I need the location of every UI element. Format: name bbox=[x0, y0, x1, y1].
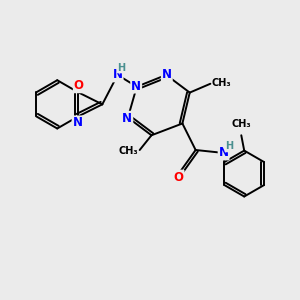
Text: CH₃: CH₃ bbox=[118, 146, 138, 157]
Text: O: O bbox=[74, 79, 84, 92]
Text: H: H bbox=[117, 63, 125, 73]
Text: N: N bbox=[122, 112, 132, 125]
Text: N: N bbox=[162, 68, 172, 81]
Text: N: N bbox=[73, 116, 82, 129]
Text: N: N bbox=[112, 68, 123, 81]
Text: CH₃: CH₃ bbox=[232, 119, 251, 129]
Text: N: N bbox=[219, 146, 229, 159]
Text: N: N bbox=[131, 80, 141, 93]
Text: O: O bbox=[174, 171, 184, 184]
Text: H: H bbox=[225, 142, 234, 152]
Text: CH₃: CH₃ bbox=[212, 78, 232, 88]
